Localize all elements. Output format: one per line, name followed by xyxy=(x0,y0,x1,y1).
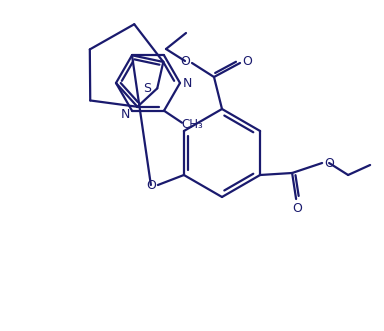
Text: O: O xyxy=(292,202,302,214)
Text: O: O xyxy=(146,178,156,192)
Text: CH₃: CH₃ xyxy=(181,118,203,131)
Text: S: S xyxy=(143,82,151,95)
Text: O: O xyxy=(180,55,190,68)
Text: N: N xyxy=(120,108,130,121)
Text: O: O xyxy=(242,55,252,68)
Text: O: O xyxy=(324,157,334,169)
Text: N: N xyxy=(182,76,192,89)
